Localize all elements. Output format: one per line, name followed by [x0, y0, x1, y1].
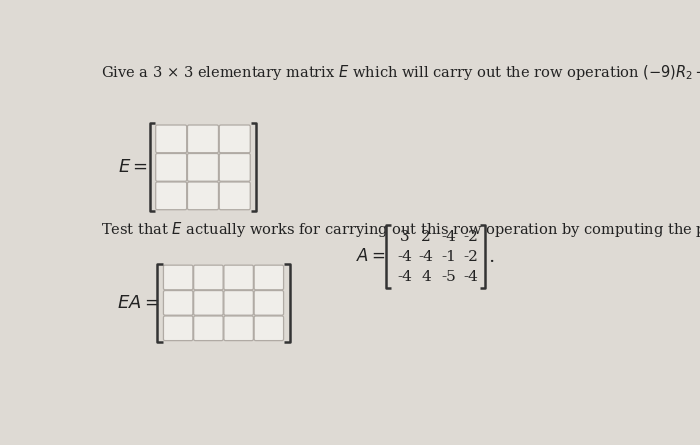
FancyBboxPatch shape: [194, 265, 223, 290]
Text: $EA =$: $EA =$: [117, 294, 160, 312]
FancyBboxPatch shape: [254, 265, 284, 290]
FancyBboxPatch shape: [254, 316, 284, 340]
FancyBboxPatch shape: [219, 154, 251, 181]
Text: $A =$: $A =$: [356, 248, 386, 265]
Text: Give a 3 × 3 elementary matrix $E$ which will carry out the row operation $(-9)R: Give a 3 × 3 elementary matrix $E$ which…: [102, 63, 700, 82]
Text: -4: -4: [397, 270, 412, 284]
FancyBboxPatch shape: [188, 182, 218, 210]
FancyBboxPatch shape: [224, 316, 253, 340]
FancyBboxPatch shape: [219, 182, 251, 210]
Text: 2: 2: [421, 230, 431, 244]
Text: -1: -1: [441, 250, 456, 264]
FancyBboxPatch shape: [155, 154, 187, 181]
FancyBboxPatch shape: [194, 316, 223, 340]
Text: 4: 4: [421, 270, 431, 284]
FancyBboxPatch shape: [254, 291, 284, 315]
FancyBboxPatch shape: [219, 125, 251, 153]
FancyBboxPatch shape: [224, 291, 253, 315]
Text: -2: -2: [463, 230, 478, 244]
Text: $E =$: $E =$: [118, 158, 148, 176]
Text: -2: -2: [463, 250, 478, 264]
FancyBboxPatch shape: [188, 125, 218, 153]
FancyBboxPatch shape: [163, 291, 193, 315]
FancyBboxPatch shape: [155, 125, 187, 153]
Text: -5: -5: [441, 270, 456, 284]
Text: -4: -4: [419, 250, 433, 264]
Text: .: .: [488, 248, 494, 266]
Text: -4: -4: [441, 230, 456, 244]
FancyBboxPatch shape: [163, 265, 193, 290]
FancyBboxPatch shape: [194, 291, 223, 315]
Text: 3: 3: [400, 230, 410, 244]
FancyBboxPatch shape: [155, 182, 187, 210]
Text: -4: -4: [397, 250, 412, 264]
Text: Test that $E$ actually works for carrying out this row operation by computing th: Test that $E$ actually works for carryin…: [102, 220, 700, 239]
Text: -4: -4: [463, 270, 478, 284]
FancyBboxPatch shape: [224, 265, 253, 290]
FancyBboxPatch shape: [163, 316, 193, 340]
FancyBboxPatch shape: [188, 154, 218, 181]
